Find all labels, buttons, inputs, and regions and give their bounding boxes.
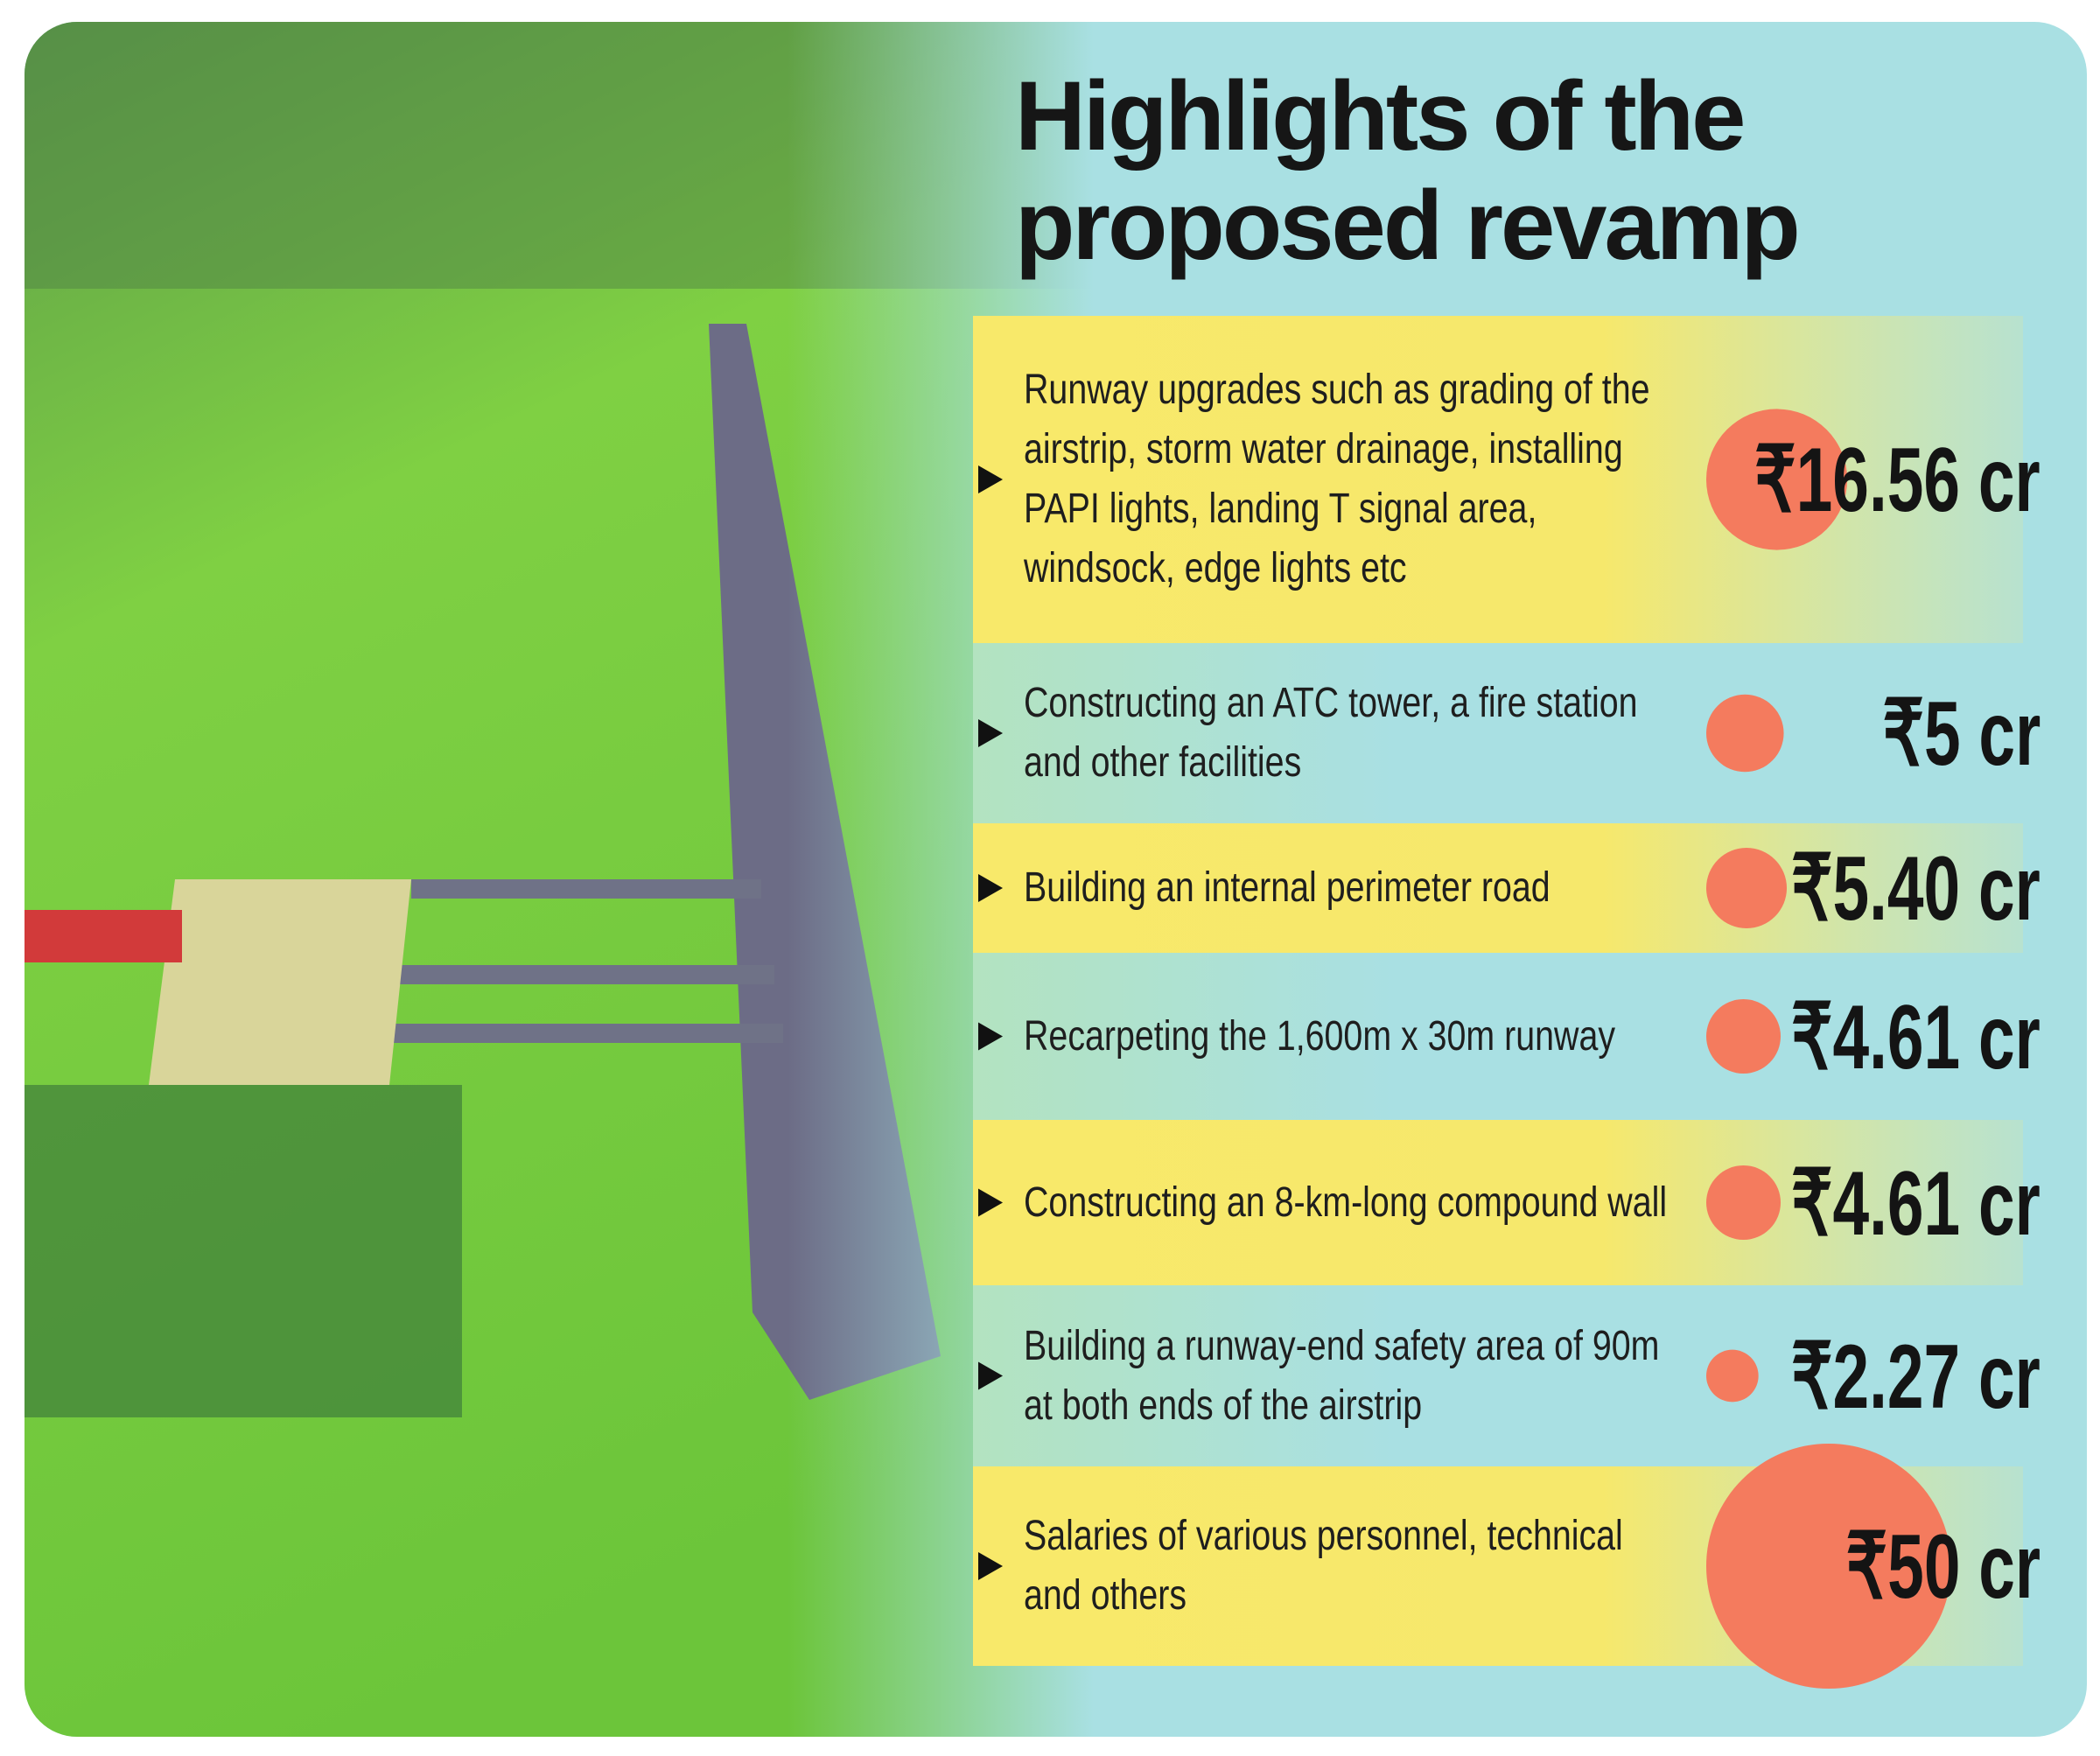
- item-text: Constructing an 8-km-long compound wall: [1024, 1179, 1668, 1226]
- amount-label: ₹2.27 cr: [1791, 1326, 2040, 1428]
- photo-taxiway: [389, 965, 774, 984]
- bullet-arrow: [978, 465, 1003, 493]
- bullet-arrow: [978, 1552, 1003, 1580]
- amount-label: ₹4.61 cr: [1791, 986, 2040, 1088]
- title: Highlights of the proposed revamp: [1015, 61, 1801, 281]
- photo-village: [24, 1085, 462, 1417]
- bubble: [1706, 1443, 1952, 1690]
- amount-label: ₹50 cr: [1845, 1516, 2040, 1618]
- item-text: Salaries of various personnel, technical…: [1024, 1513, 1623, 1619]
- bubble: [1706, 409, 1848, 550]
- bullet-arrow: [978, 1361, 1003, 1390]
- rows: [973, 316, 2023, 1666]
- row-band: [973, 823, 2023, 953]
- photo-taxiway: [411, 879, 761, 899]
- bullet-arrow: [978, 1022, 1003, 1051]
- amount-label: ₹5 cr: [1882, 683, 2040, 785]
- amount-label: ₹16.56 cr: [1754, 430, 2040, 531]
- photo-building: [24, 910, 182, 962]
- bubble: [1706, 694, 1784, 773]
- item-text: Building an internal perimeter road: [1024, 864, 1550, 911]
- bubble: [1706, 1349, 1759, 1403]
- item-text: Runway upgrades such as grading of the a…: [1024, 367, 1650, 591]
- amount-label: ₹4.61 cr: [1791, 1152, 2040, 1255]
- amount-label: ₹5.40 cr: [1791, 838, 2040, 940]
- bubbles: [1706, 409, 1952, 1690]
- row-band: [973, 1120, 2023, 1285]
- bullet-arrow: [978, 1188, 1003, 1217]
- photo-taxiway: [389, 1024, 783, 1043]
- row-band: [973, 1285, 2023, 1466]
- bubble: [1706, 998, 1782, 1074]
- bullet-arrow: [978, 719, 1003, 747]
- item-text: Building a runway-end safety area of 90m…: [1024, 1322, 1660, 1429]
- item-text: Constructing an ATC tower, a fire statio…: [1024, 680, 1638, 786]
- bubble: [1706, 1165, 1782, 1241]
- bubble: [1706, 847, 1788, 929]
- photo-apron: [149, 879, 411, 1085]
- row-band: [973, 953, 2023, 1120]
- row-band: [973, 643, 2023, 823]
- bullet-arrow: [978, 874, 1003, 902]
- row-band: [973, 316, 2023, 643]
- item-text: Recarpeting the 1,600m x 30m runway: [1024, 1012, 1616, 1060]
